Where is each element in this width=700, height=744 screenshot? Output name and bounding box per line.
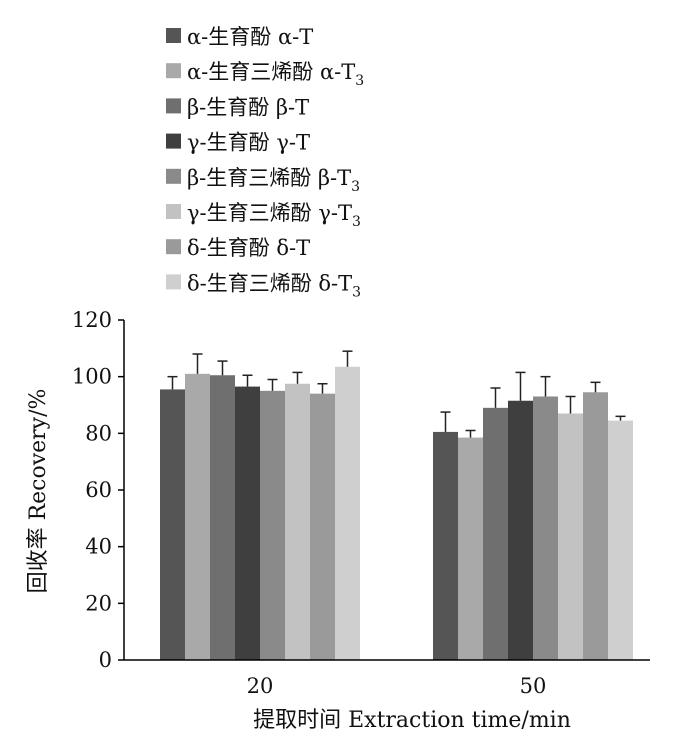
bar-groups: [160, 350, 633, 660]
legend-label: γ-生育三烯酚 γ-T3: [187, 201, 361, 230]
legend-item: β-生育三烯酚 β-T3: [166, 166, 360, 195]
bar: [458, 437, 483, 660]
y-tick-label: 120: [72, 308, 112, 332]
bar: [608, 420, 633, 660]
bar: [185, 373, 210, 660]
bar: [260, 390, 285, 660]
legend-label: α-生育酚 α-T: [187, 25, 313, 49]
y-tick-label: 100: [72, 365, 112, 389]
bar: [583, 392, 608, 660]
x-tick-label: 20: [247, 674, 274, 698]
legend-label: β-生育三烯酚 β-T3: [187, 166, 360, 195]
bar: [483, 407, 508, 660]
bar: [335, 366, 360, 660]
y-tick-label: 40: [85, 535, 112, 559]
legend-item: δ-生育酚 δ-T: [166, 236, 310, 260]
y-tick-label: 20: [85, 591, 112, 615]
legend-swatch: [166, 274, 181, 290]
bar: [285, 383, 310, 660]
bar: [533, 396, 558, 660]
bar: [235, 386, 260, 660]
legend-swatch: [166, 98, 181, 114]
legend-label: α-生育三烯酚 α-T3: [187, 60, 364, 89]
y-axis-title: 回收率 Recovery/%: [26, 389, 51, 594]
y-tick-label: 0: [99, 648, 112, 672]
x-axis-title: 提取时间 Extraction time/min: [253, 708, 571, 733]
legend-label: δ-生育三烯酚 δ-T3: [187, 271, 361, 300]
y-tick-label: 60: [85, 478, 112, 502]
legend-swatch: [166, 28, 181, 43]
legend-item: β-生育酚 β-T: [166, 95, 309, 119]
legend-item: γ-生育酚 γ-T: [166, 131, 310, 155]
legend-swatch: [166, 239, 181, 255]
legend-item: δ-生育三烯酚 δ-T3: [166, 271, 361, 300]
legend-label: δ-生育酚 δ-T: [187, 236, 310, 260]
bar: [160, 389, 185, 660]
axes: 0 20 40 60 80 100 120 20 50: [72, 308, 650, 698]
bar: [558, 413, 583, 660]
legend-swatch: [166, 168, 181, 184]
legend-item: α-生育酚 α-T: [166, 25, 313, 49]
legend-swatch: [166, 133, 181, 149]
y-tick-label: 80: [85, 421, 112, 445]
legend-item: γ-生育三烯酚 γ-T3: [166, 201, 361, 230]
bar: [508, 400, 533, 660]
chart-legend: α-生育酚 α-T α-生育三烯酚 α-T3 β-生育酚 β-T γ-生育酚 γ-T β…: [166, 25, 364, 300]
legend-item: α-生育三烯酚 α-T3: [166, 60, 364, 89]
bar: [210, 375, 235, 660]
x-tick-label: 50: [520, 674, 547, 698]
legend-swatch: [166, 204, 181, 219]
bar: [310, 393, 335, 660]
bar: [433, 431, 458, 660]
legend-label: γ-生育酚 γ-T: [187, 131, 310, 155]
legend-label: β-生育酚 β-T: [187, 95, 309, 119]
legend-swatch: [166, 63, 181, 79]
